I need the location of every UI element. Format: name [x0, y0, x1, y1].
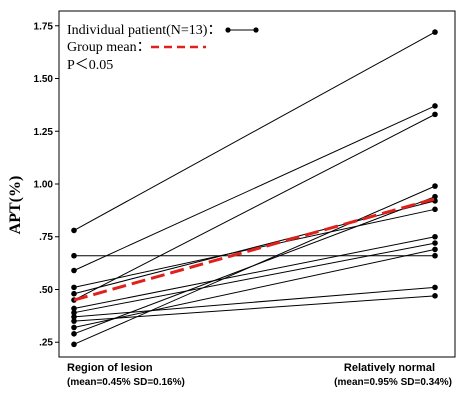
x-category-stats-lesion: (mean=0.45% SD=0.16%)	[67, 377, 185, 388]
patient-line	[71, 29, 438, 234]
patient-point	[432, 29, 438, 35]
patient-line	[71, 293, 438, 324]
patient-line	[71, 246, 438, 331]
patient-point	[71, 305, 77, 312]
patient-line	[71, 193, 438, 337]
y-tick-label: 1.00	[34, 180, 54, 191]
patient-line-segment	[73, 31, 436, 231]
plot-border	[58, 10, 456, 358]
patient-point	[71, 227, 77, 234]
patient-line-segment	[73, 196, 436, 335]
y-tick-label: 1.50	[34, 74, 54, 85]
y-tick-label: .50	[39, 285, 53, 296]
patient-line	[71, 252, 438, 259]
patient-point	[71, 252, 77, 259]
group-mean-line-group	[73, 197, 436, 302]
patient-point	[432, 206, 438, 213]
patient-point	[432, 284, 438, 291]
patient-point	[432, 293, 438, 299]
patient-line	[71, 111, 438, 303]
patient-point	[71, 284, 77, 291]
patient-point	[432, 103, 438, 109]
patient-lines	[71, 29, 438, 348]
group-mean-line	[73, 197, 436, 302]
patient-line-segment	[73, 242, 436, 314]
patient-point	[71, 309, 77, 316]
patient-point	[432, 252, 438, 259]
patient-line-segment	[73, 236, 436, 309]
patient-point	[71, 290, 77, 297]
patient-point	[71, 324, 77, 331]
legend-individual-label: Individual patient(N=13)：	[67, 23, 221, 38]
patient-line-segment	[73, 248, 436, 328]
x-category-label-lesion: Region of lesion	[67, 362, 153, 374]
y-tick-label: 1.25	[34, 127, 54, 138]
patient-point	[71, 314, 77, 320]
y-axis-label: APT(%)	[7, 176, 24, 235]
legend-p-value: P＜0.05	[67, 58, 113, 73]
patient-point	[71, 318, 77, 324]
y-tick-label: .75	[39, 232, 53, 243]
y-tick-label: .25	[39, 338, 53, 349]
patient-line-segment	[73, 295, 436, 322]
plot-frame	[58, 10, 456, 358]
legend: Individual patient(N=13)： Group mean： P＜…	[67, 23, 259, 73]
patient-point	[432, 111, 438, 118]
patient-point	[71, 267, 77, 274]
patient-line	[71, 284, 438, 320]
patient-point	[71, 341, 77, 348]
patient-point	[71, 330, 77, 337]
legend-individual-swatch	[225, 27, 259, 33]
legend-group-mean-label: Group mean：	[67, 40, 151, 55]
x-category-label-normal: Relatively normal	[344, 362, 435, 374]
x-category-stats-normal: (mean=0.95% SD=0.34%)	[334, 377, 452, 388]
patient-line-segment	[73, 113, 436, 301]
patient-point	[432, 246, 438, 253]
patient-point	[432, 183, 438, 189]
patient-line	[71, 233, 438, 312]
patient-line-segment	[73, 105, 436, 271]
patient-line	[71, 103, 438, 274]
patient-line	[71, 240, 438, 316]
patient-line-segment	[73, 286, 436, 318]
y-tick-label: 1.75	[34, 21, 54, 32]
patient-point	[432, 233, 438, 240]
y-axis-ticks: .25 .50 .75 1.00 1.25 1.50 1.75	[34, 21, 59, 349]
patient-point	[432, 240, 438, 246]
